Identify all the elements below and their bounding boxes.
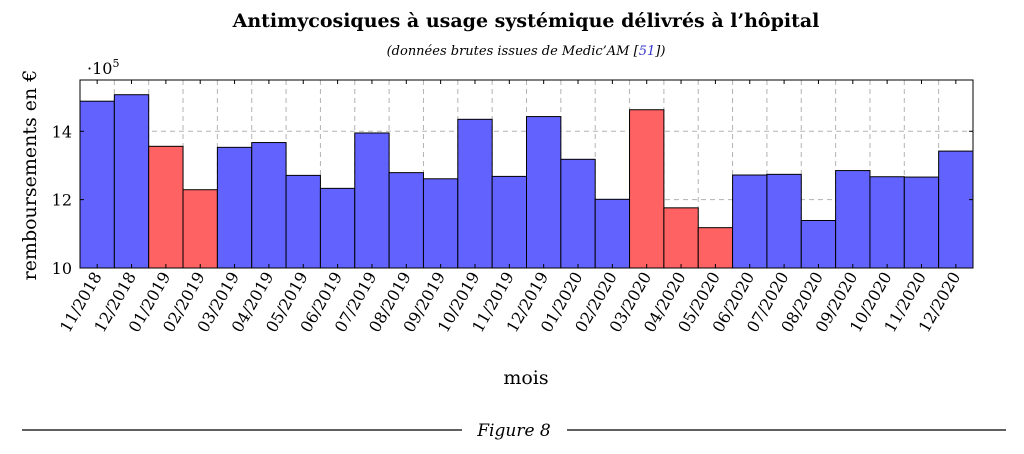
bar-07-2020 <box>766 173 802 269</box>
bar-01-2020 <box>560 158 596 269</box>
subtitle-text-suffix: ]) <box>654 44 665 59</box>
bar-11-2019 <box>491 175 527 269</box>
bar-10-2019 <box>457 118 493 269</box>
bar-02-2019 <box>182 189 218 269</box>
bar-04-2019 <box>251 142 287 269</box>
bar-03-2019 <box>216 146 253 269</box>
bar-08-2020 <box>800 219 837 269</box>
y-tick-label: 12 <box>52 191 72 210</box>
bar-04-2020 <box>663 207 699 269</box>
plot-frame <box>79 79 974 269</box>
bar-01-2019 <box>148 145 184 269</box>
bar-08-2019 <box>388 172 424 269</box>
y-tick-label: 14 <box>52 122 72 141</box>
y-axis-label: remboursements en € <box>19 70 41 281</box>
y-tick-label: 10 <box>52 259 72 278</box>
bar-05-2020 <box>697 227 734 269</box>
chart-title: Antimycosiques à usage systémique délivr… <box>232 10 820 32</box>
bar-10-2020 <box>869 176 905 269</box>
y-scale-label: ·105 <box>87 57 119 78</box>
bars <box>79 94 974 269</box>
bar-11-2018 <box>79 100 115 269</box>
y-scale-base: ·10 <box>87 59 112 78</box>
chart-subtitle: (données brutes issues de Medic’AM [51]) <box>387 44 666 59</box>
subtitle-text-prefix: (données brutes issues de Medic’AM [ <box>387 44 640 59</box>
bar-09-2020 <box>835 170 871 269</box>
y-ticks: 10 12 14 <box>52 122 973 278</box>
bar-12-2019 <box>526 116 562 269</box>
bar-03-2020 <box>629 109 665 269</box>
bar-02-2020 <box>594 198 631 269</box>
citation-link[interactable]: 51 <box>639 44 656 59</box>
bar-06-2020 <box>732 174 768 269</box>
bar-07-2019 <box>354 132 390 269</box>
y-scale-exponent: 5 <box>112 57 119 70</box>
bar-12-2018 <box>113 94 150 269</box>
bar-09-2019 <box>422 178 459 269</box>
x-axis-label: mois <box>503 367 548 389</box>
bar-05-2019 <box>285 174 321 269</box>
bar-12-2020 <box>938 150 974 269</box>
figure-caption: Figure 8 <box>476 421 551 441</box>
bar-06-2019 <box>319 187 356 269</box>
bar-11-2020 <box>903 176 940 269</box>
